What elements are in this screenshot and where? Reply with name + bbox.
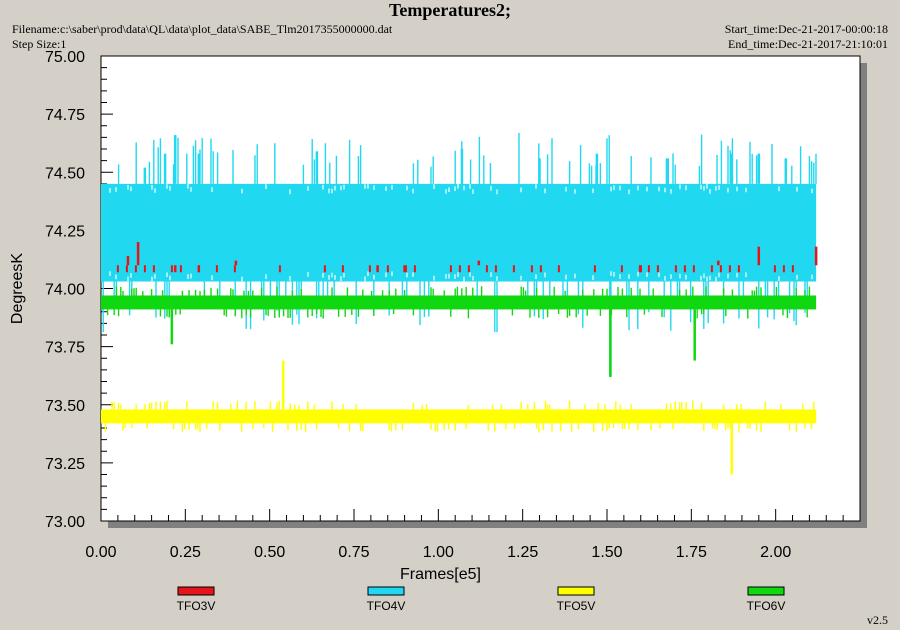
- plot-area: [100, 55, 861, 522]
- series-TFO6V: [101, 286, 817, 377]
- x-tick-label: 0.00: [85, 544, 116, 561]
- series-TFO5V: [101, 360, 817, 475]
- y-tick-label: 74.50: [45, 165, 85, 182]
- version-label: v2.5: [867, 613, 888, 627]
- x-tick-label: 0.25: [170, 544, 201, 561]
- x-tick-label: 1.75: [676, 544, 707, 561]
- series-noise: [104, 400, 815, 433]
- end-time-label: End_time:Dec-21-2017-21:10:01: [728, 37, 888, 51]
- x-tick-label: 2.00: [760, 544, 791, 561]
- series-band: [101, 409, 817, 424]
- legend-swatch-TFO5V: [557, 586, 595, 596]
- legend-swatch-TFO3V: [177, 586, 215, 596]
- series-band: [101, 183, 817, 282]
- legend-label-TFO4V: TFO4V: [367, 599, 406, 613]
- legend-swatch-TFO4V: [367, 586, 405, 596]
- x-tick-label: 1.50: [591, 544, 622, 561]
- x-axis-label: Frames[e5]: [400, 566, 481, 583]
- y-tick-label: 74.00: [45, 282, 85, 299]
- y-tick-label: 73.25: [45, 456, 85, 473]
- series-gaps: [109, 183, 813, 282]
- legend-label-TFO6V: TFO6V: [747, 599, 786, 613]
- y-tick-label: 73.00: [45, 514, 85, 531]
- chart-title: Temperatures2;: [389, 0, 511, 20]
- y-tick-label: 74.25: [45, 223, 85, 240]
- x-tick-label: 0.50: [254, 544, 285, 561]
- series-noise: [116, 265, 794, 273]
- legend-swatch-TFO6V: [747, 586, 785, 596]
- filename-label: Filename:c:\saber\prod\data\QL\data\plot…: [12, 22, 393, 36]
- y-tick-label: 74.75: [45, 107, 85, 124]
- y-axis-label: DegreesK: [9, 253, 26, 324]
- x-tick-label: 1.25: [507, 544, 538, 561]
- series-TFO3V: [116, 242, 818, 273]
- y-tick-label: 75.00: [45, 49, 85, 66]
- step-size-label: Step Size:1: [12, 37, 67, 51]
- x-tick-label: 0.75: [338, 544, 369, 561]
- series-band: [101, 295, 817, 310]
- x-tick-label: 1.00: [423, 544, 454, 561]
- legend-label-TFO5V: TFO5V: [557, 599, 596, 613]
- start-time-label: Start_time:Dec-21-2017-00:00:18: [724, 22, 888, 36]
- y-tick-label: 73.50: [45, 398, 85, 415]
- series-noise: [106, 286, 811, 319]
- legend-label-TFO3V: TFO3V: [177, 599, 216, 613]
- y-tick-label: 73.75: [45, 340, 85, 357]
